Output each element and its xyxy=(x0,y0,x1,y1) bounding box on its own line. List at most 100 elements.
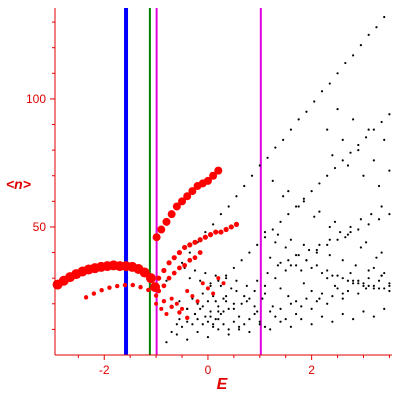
data-point xyxy=(185,288,190,293)
data-point xyxy=(180,261,184,264)
data-point xyxy=(261,297,264,300)
data-point xyxy=(367,128,370,131)
data-point xyxy=(372,266,375,270)
data-point xyxy=(250,174,254,177)
data-point xyxy=(326,174,329,177)
data-point xyxy=(243,184,246,188)
data-point xyxy=(202,234,208,240)
x-axis-label: E xyxy=(217,376,229,393)
data-point xyxy=(217,279,220,282)
data-point xyxy=(269,256,272,259)
data-point xyxy=(177,310,182,315)
series-steep-low xyxy=(156,250,203,294)
data-point xyxy=(224,294,228,298)
data-point xyxy=(200,281,205,286)
data-point xyxy=(248,330,251,334)
data-point xyxy=(367,277,370,280)
data-point xyxy=(237,328,241,331)
data-point xyxy=(222,323,225,326)
data-point xyxy=(357,143,360,147)
data-point xyxy=(191,297,194,300)
data-point xyxy=(388,284,391,287)
data-point xyxy=(165,341,168,344)
data-point xyxy=(336,72,339,75)
data-point xyxy=(302,200,305,203)
data-point xyxy=(186,338,189,341)
data-point xyxy=(380,205,383,208)
data-point xyxy=(248,318,251,321)
data-point xyxy=(349,151,352,154)
data-point xyxy=(388,213,391,216)
data-point xyxy=(341,159,344,162)
data-point xyxy=(266,271,269,275)
data-point xyxy=(146,287,151,293)
data-point xyxy=(310,190,313,193)
data-point xyxy=(253,312,256,316)
data-point xyxy=(282,195,285,198)
data-point xyxy=(333,284,337,287)
data-point xyxy=(224,277,228,280)
data-point xyxy=(326,243,329,246)
data-point xyxy=(209,171,218,180)
data-point xyxy=(383,307,386,311)
data-point xyxy=(294,205,298,208)
data-point xyxy=(243,294,246,298)
data-point xyxy=(383,271,386,275)
data-point xyxy=(320,315,324,318)
data-point xyxy=(383,287,386,290)
data-point xyxy=(263,284,267,287)
data-point xyxy=(235,289,238,293)
data-point xyxy=(161,267,167,274)
x-tick-label: 0 xyxy=(205,363,212,377)
data-point xyxy=(177,265,182,271)
series-steep-upper xyxy=(152,166,223,242)
data-point xyxy=(362,174,365,177)
x-tick-label: -2 xyxy=(99,363,110,377)
data-point xyxy=(326,128,329,131)
data-point xyxy=(284,246,287,249)
data-point xyxy=(230,287,233,290)
data-point xyxy=(245,284,248,287)
data-point xyxy=(341,277,344,280)
data-point xyxy=(315,251,318,254)
data-point xyxy=(294,300,298,303)
data-point xyxy=(320,90,324,93)
data-point xyxy=(274,315,277,318)
data-point xyxy=(294,264,298,267)
data-point xyxy=(256,243,259,246)
data-point xyxy=(213,229,219,235)
data-point xyxy=(171,270,177,276)
data-point xyxy=(256,310,259,313)
data-point xyxy=(271,228,274,231)
data-point xyxy=(206,335,210,339)
data-point xyxy=(188,277,191,280)
data-point xyxy=(253,305,256,308)
data-point xyxy=(300,269,303,272)
data-point xyxy=(178,197,187,206)
data-point xyxy=(232,307,235,311)
data-point xyxy=(315,300,318,303)
data-point xyxy=(300,305,303,308)
data-point xyxy=(196,318,199,321)
data-point xyxy=(253,289,256,293)
data-point xyxy=(341,312,344,316)
data-point xyxy=(174,301,179,306)
data-point xyxy=(138,284,143,290)
data-point xyxy=(380,120,383,124)
data-point xyxy=(352,118,355,121)
data-point xyxy=(219,312,223,316)
data-point xyxy=(302,197,305,200)
data-point xyxy=(359,218,362,221)
data-point xyxy=(271,179,274,182)
data-point xyxy=(237,325,241,328)
data-point xyxy=(83,295,89,300)
data-point xyxy=(164,312,169,317)
data-point xyxy=(300,318,303,321)
data-point xyxy=(227,205,230,208)
data-point xyxy=(305,297,308,300)
data-point xyxy=(349,230,352,234)
data-point xyxy=(341,292,344,295)
series-cluster xyxy=(154,276,226,317)
data-point xyxy=(209,284,212,287)
data-point xyxy=(377,287,381,290)
